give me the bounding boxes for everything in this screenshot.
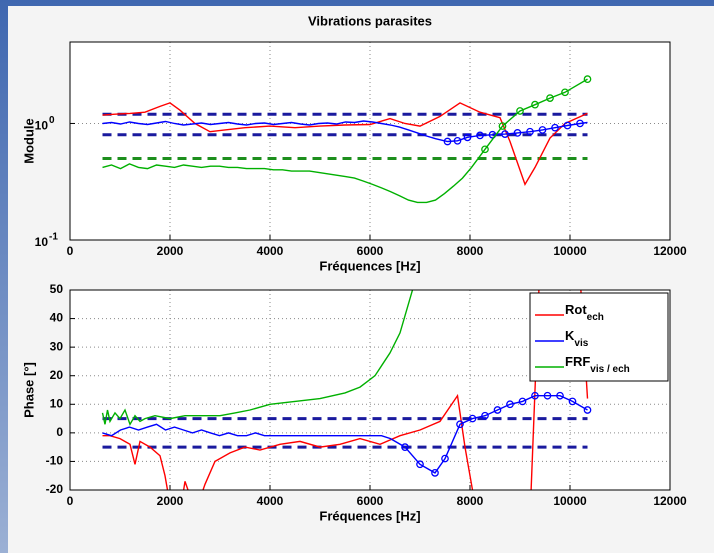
y-tick-base: 10 — [35, 235, 49, 249]
y-tick-base: 10 — [35, 119, 49, 133]
series-marker — [463, 133, 472, 142]
series-marker — [583, 75, 592, 83]
series-marker — [518, 397, 527, 406]
chart-title: Vibrations parasites — [308, 13, 432, 28]
legend-subscript: vis — [574, 338, 588, 349]
x-tick-label: 2000 — [157, 494, 184, 508]
legend-label: Kvis — [565, 328, 589, 348]
series-marker — [538, 126, 547, 134]
x-tick-label: 8000 — [457, 244, 484, 258]
series-marker — [456, 420, 464, 429]
series-line — [102, 102, 588, 187]
y-tick-label: 10 — [35, 235, 49, 249]
series-marker — [556, 391, 564, 400]
series-marker — [401, 443, 409, 451]
legend-name: Rot — [565, 302, 587, 317]
series-marker — [568, 397, 577, 406]
x-tick-label: 0 — [67, 494, 74, 508]
legend-name: K — [565, 328, 575, 343]
x-tick-label: 10000 — [553, 494, 587, 508]
x-tick-label: 10000 — [553, 244, 587, 258]
x-tick-label: 4000 — [257, 244, 284, 258]
x-tick-label: 0 — [67, 244, 74, 258]
axes-frame — [69, 41, 671, 241]
series-line — [101, 290, 414, 426]
y-tick-label: 40 — [50, 311, 64, 325]
y-axis-label: Phase [°] — [21, 362, 36, 418]
y-tick-exponent: -1 — [49, 232, 58, 243]
series-marker — [546, 94, 554, 102]
series-marker — [468, 414, 477, 423]
x-tick-label: 12000 — [653, 244, 687, 258]
series-line — [102, 395, 588, 474]
series-marker — [493, 406, 502, 414]
series-marker — [416, 460, 424, 469]
series-line — [102, 290, 589, 490]
series-marker — [526, 127, 534, 136]
series-marker — [481, 145, 489, 154]
x-axis-label: Fréquences [Hz] — [319, 258, 420, 273]
series-marker — [498, 122, 507, 130]
series-marker — [576, 119, 584, 128]
y-tick-label: -20 — [46, 482, 64, 496]
series-marker — [583, 406, 592, 414]
x-tick-label: 6000 — [357, 494, 384, 508]
series-marker — [543, 391, 552, 400]
series-marker — [501, 130, 509, 138]
x-tick-label: 2000 — [157, 244, 184, 258]
series-marker — [531, 391, 539, 400]
plot-lines — [102, 75, 592, 204]
legend-label: Rotech — [565, 302, 604, 322]
legend-label: FRFvis / ech — [565, 354, 630, 374]
series-marker — [531, 100, 539, 109]
x-tick-label: 6000 — [357, 244, 384, 258]
y-tick-label: 10 — [35, 119, 49, 133]
y-tick-label: 50 — [50, 282, 64, 296]
y-tick-label: 30 — [50, 339, 64, 353]
series-marker — [551, 123, 559, 132]
legend-subscript: ech — [587, 312, 604, 323]
series-marker — [561, 88, 569, 97]
y-tick-label: 20 — [50, 368, 64, 382]
x-tick-label: 4000 — [257, 494, 284, 508]
series-marker — [506, 400, 514, 409]
y-tick-label: 10 — [50, 396, 64, 410]
series-marker — [476, 131, 484, 140]
series-marker — [443, 137, 452, 146]
axes-frame — [69, 289, 671, 491]
y-tick-label: -10 — [46, 454, 64, 468]
y-tick-label: 0 — [56, 425, 63, 439]
series-marker — [563, 121, 572, 130]
series-marker — [481, 411, 489, 420]
x-tick-label: 12000 — [653, 494, 687, 508]
legend-name: FRF — [565, 354, 590, 369]
y-tick-exponent: 0 — [49, 115, 55, 126]
series-marker — [431, 469, 439, 477]
plot-lines — [101, 290, 592, 490]
series-marker — [516, 107, 524, 115]
x-tick-label: 8000 — [457, 494, 484, 508]
series-line — [102, 78, 588, 204]
series-marker — [441, 454, 449, 463]
series-marker — [513, 129, 522, 137]
y-axis-label: Module — [21, 118, 36, 164]
series-line — [102, 120, 588, 143]
x-axis-label: Fréquences [Hz] — [319, 508, 420, 523]
legend-subscript: vis / ech — [590, 364, 629, 375]
series-marker — [453, 136, 462, 145]
